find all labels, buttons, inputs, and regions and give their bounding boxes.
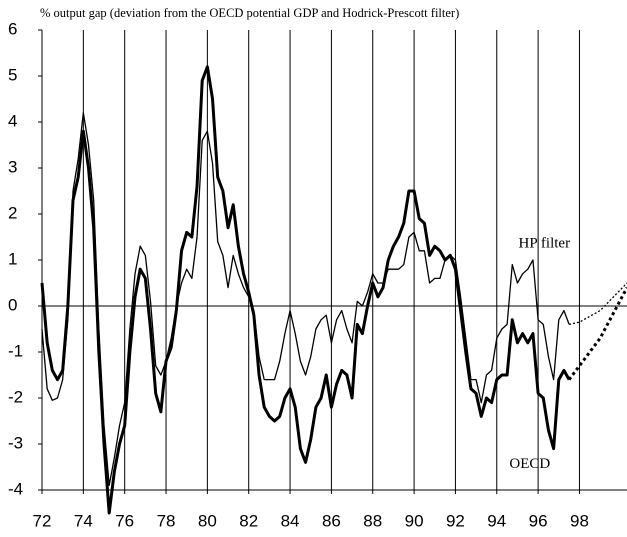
projection-line (567, 286, 627, 381)
x-tick-label: 84 (281, 511, 300, 530)
x-tick-label: 96 (529, 511, 548, 530)
x-tick-label: 82 (239, 511, 258, 530)
y-tick-label: -1 (8, 341, 23, 360)
y-tick-label: 0 (8, 295, 17, 314)
x-tick-label: 94 (487, 511, 506, 530)
x-tick-label: 80 (198, 511, 217, 530)
x-tick-label: 92 (446, 511, 465, 530)
x-tick-label: 74 (74, 511, 93, 530)
x-tick-label: 88 (363, 511, 382, 530)
series-line (40, 65, 571, 515)
x-tick-label: 76 (115, 511, 134, 530)
y-tick-label: 2 (8, 203, 17, 222)
chart-title: % output gap (deviation from the OECD po… (40, 6, 459, 20)
series-line (41, 112, 570, 487)
x-tick-label: 78 (157, 511, 176, 530)
y-tick-label: 4 (8, 111, 17, 130)
y-tick-label: -2 (8, 387, 23, 406)
x-tick-label: 72 (33, 511, 52, 530)
y-tick-label: -4 (8, 479, 23, 498)
y-tick-label: 6 (8, 19, 17, 38)
x-tick-label: 86 (322, 511, 341, 530)
y-tick-label: 5 (8, 65, 17, 84)
x-tick-label: 98 (570, 511, 589, 530)
y-tick-label: -3 (8, 433, 23, 452)
y-tick-label: 1 (8, 249, 17, 268)
x-tick-label: 90 (405, 511, 424, 530)
annotation: OECD (509, 456, 550, 472)
projection-line (568, 282, 627, 326)
y-tick-label: 3 (8, 157, 17, 176)
annotation: HP filter (519, 235, 571, 251)
